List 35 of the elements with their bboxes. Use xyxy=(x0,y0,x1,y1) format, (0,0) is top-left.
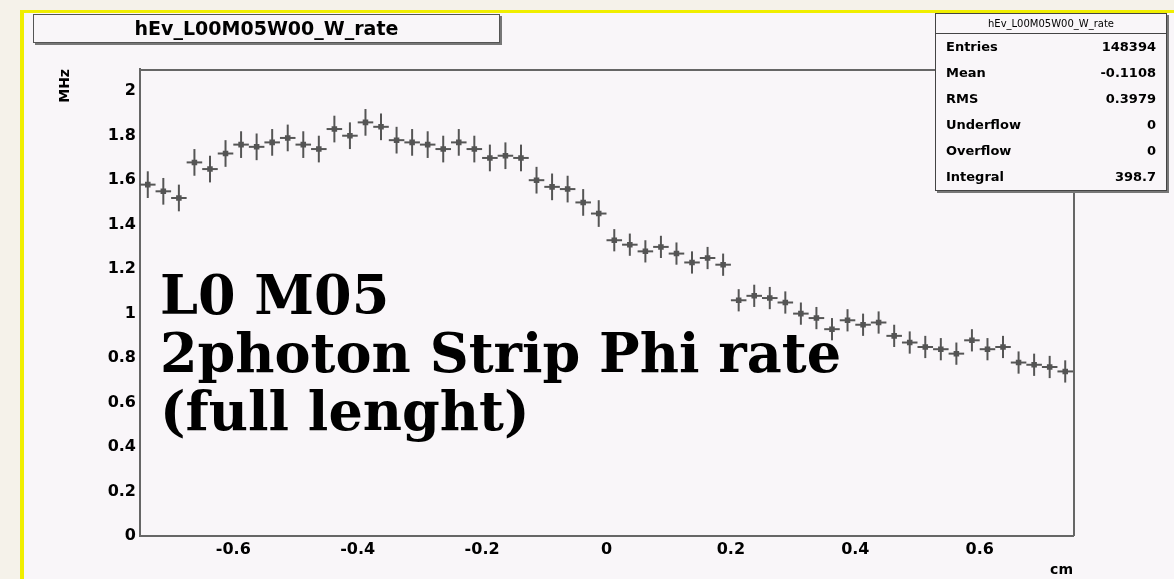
text: 148394 xyxy=(1101,39,1156,54)
text: 0 xyxy=(1146,117,1156,132)
text: -0.1108 xyxy=(1100,65,1156,80)
y-tick-label: 0.6 xyxy=(107,391,136,411)
y-tick-label: 0.2 xyxy=(107,480,136,500)
chart-title: hEv_L00M05W00_W_rate xyxy=(33,14,500,43)
y-tick-label: 0.4 xyxy=(107,436,136,456)
annotation: Underflow xyxy=(946,117,1021,132)
x-tick-label: -0.6 xyxy=(215,538,251,558)
text: 0 xyxy=(1146,143,1156,158)
y-axis-title: MHz xyxy=(55,69,72,103)
x-tick-label: -0.2 xyxy=(464,538,500,558)
x-tick-label: 0 xyxy=(600,538,613,558)
annotation: L0 M05 2photon Strip Phi rate (full lenght) xyxy=(160,263,842,443)
text: 398.7 xyxy=(1114,169,1156,184)
y-tick-label: 1.2 xyxy=(107,258,136,278)
x-tick-label: -0.4 xyxy=(340,538,376,558)
text: Entries xyxy=(946,39,998,54)
annotation: Mean xyxy=(946,65,986,80)
x-tick-label: 0.4 xyxy=(841,538,870,558)
y-tick-label: 0.8 xyxy=(107,347,136,367)
x-tick-label: 0.6 xyxy=(965,538,994,558)
annotation: Integral xyxy=(946,169,1005,184)
y-tick-label: 1.6 xyxy=(107,169,136,189)
annotation: RMS xyxy=(946,91,979,106)
y-tick-label: 1.8 xyxy=(107,124,136,144)
text: 0.3979 xyxy=(1105,91,1156,106)
x-tick-label: 0.2 xyxy=(716,538,746,558)
y-tick-label: 1.4 xyxy=(107,213,136,233)
y-tick-label: 0 xyxy=(124,525,136,545)
text: hEv_L00M05W00_W_rate xyxy=(936,14,1166,34)
y-tick-label: 2 xyxy=(124,80,136,100)
annotation: Overflow xyxy=(946,143,1012,158)
x-axis-title: cm xyxy=(1050,560,1073,577)
y-tick-label: 1 xyxy=(124,302,136,322)
